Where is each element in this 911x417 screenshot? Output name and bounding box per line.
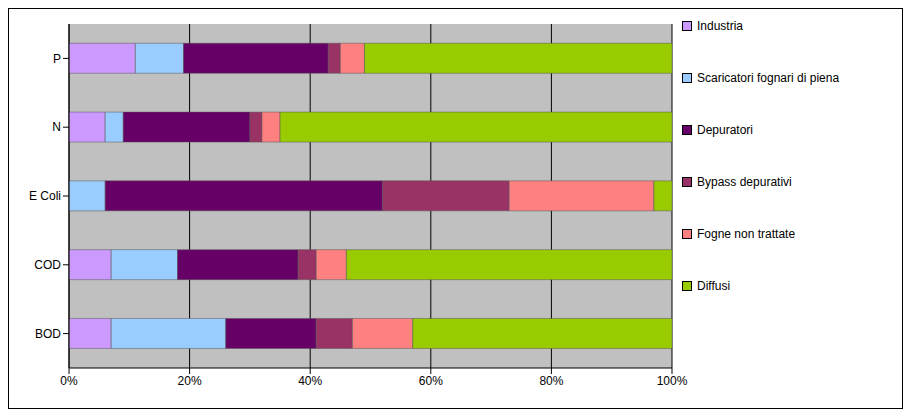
svg-text:40%: 40% bbox=[298, 374, 322, 388]
svg-text:20%: 20% bbox=[178, 374, 202, 388]
svg-text:N: N bbox=[52, 120, 61, 134]
svg-text:100%: 100% bbox=[657, 374, 688, 388]
svg-text:BOD: BOD bbox=[35, 327, 61, 341]
svg-text:E Coli: E Coli bbox=[29, 189, 61, 203]
svg-text:80%: 80% bbox=[539, 374, 563, 388]
html-text:Depuratori: Depuratori bbox=[697, 123, 753, 137]
html-text:Industria: Industria bbox=[697, 19, 743, 33]
svg-text:P: P bbox=[53, 52, 61, 66]
html-text:Bypass depurativi: Bypass depurativi bbox=[697, 175, 792, 189]
html-text:Scaricatori fognari di piena: Scaricatori fognari di piena bbox=[697, 71, 840, 85]
html-text:Diffusi: Diffusi bbox=[697, 279, 731, 293]
html-text:Fogne non trattate: Fogne non trattate bbox=[697, 227, 796, 241]
svg-text:0%: 0% bbox=[60, 374, 78, 388]
svg-text:COD: COD bbox=[34, 258, 61, 272]
svg-text:60%: 60% bbox=[419, 374, 443, 388]
